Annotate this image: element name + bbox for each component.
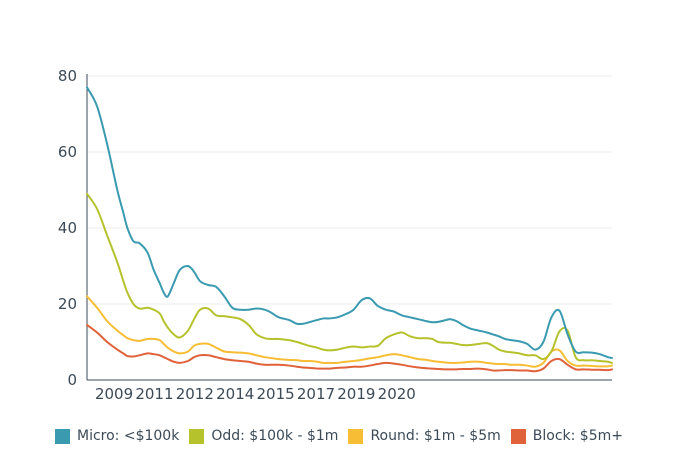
series-line bbox=[86, 323, 613, 373]
y-tick-label: 60 bbox=[58, 143, 77, 161]
series-line bbox=[86, 192, 613, 364]
legend-swatch bbox=[348, 428, 364, 444]
x-tick-label: 2017 bbox=[297, 385, 335, 403]
x-tick-label: 2020 bbox=[378, 385, 416, 403]
y-tick-label: 40 bbox=[58, 219, 77, 237]
x-tick-label: 2014 bbox=[216, 385, 254, 403]
x-tick-label: 2009 bbox=[95, 385, 133, 403]
series-line bbox=[86, 295, 613, 368]
legend-swatch bbox=[55, 428, 70, 444]
x-tick-label: 2011 bbox=[135, 385, 173, 403]
x-tick-label: 2012 bbox=[176, 385, 214, 403]
legend-label: Block: $5m+ bbox=[532, 428, 623, 444]
y-tick-label: 20 bbox=[58, 295, 77, 313]
x-tick-label: 2015 bbox=[257, 385, 295, 403]
series-line bbox=[86, 86, 613, 359]
legend-item[interactable]: Odd: $100k - $1m bbox=[189, 428, 338, 444]
legend-label: Micro: <$100k bbox=[77, 428, 180, 444]
legend-label: Round: $1m - $5m bbox=[370, 428, 501, 444]
legend-swatch bbox=[189, 428, 205, 444]
legend-label: Odd: $100k - $1m bbox=[211, 428, 339, 444]
y-tick-label: 80 bbox=[58, 67, 77, 85]
axes bbox=[86, 74, 612, 381]
legend: Micro: <$100k Odd: $100k - $1m Round: $1m … bbox=[55, 428, 633, 444]
series-lines bbox=[86, 86, 613, 373]
y-tick-label: 0 bbox=[67, 371, 77, 389]
legend-swatch bbox=[510, 428, 526, 444]
legend-item[interactable]: Block: $5m+ bbox=[510, 428, 623, 444]
gridlines bbox=[87, 75, 612, 305]
x-tick-labels: 2009 2011 2012 2014 2015 2017 2019 2020 bbox=[95, 385, 416, 403]
legend-item[interactable]: Round: $1m - $5m bbox=[348, 428, 501, 444]
y-tick-labels: 0 20 40 60 80 bbox=[58, 67, 77, 389]
legend-item[interactable]: Micro: <$100k bbox=[55, 428, 179, 444]
line-chart: 0 20 40 60 80 2009 2011 2012 2014 2015 2017 2019 20… bbox=[58, 67, 613, 403]
x-tick-label: 2019 bbox=[337, 385, 375, 403]
